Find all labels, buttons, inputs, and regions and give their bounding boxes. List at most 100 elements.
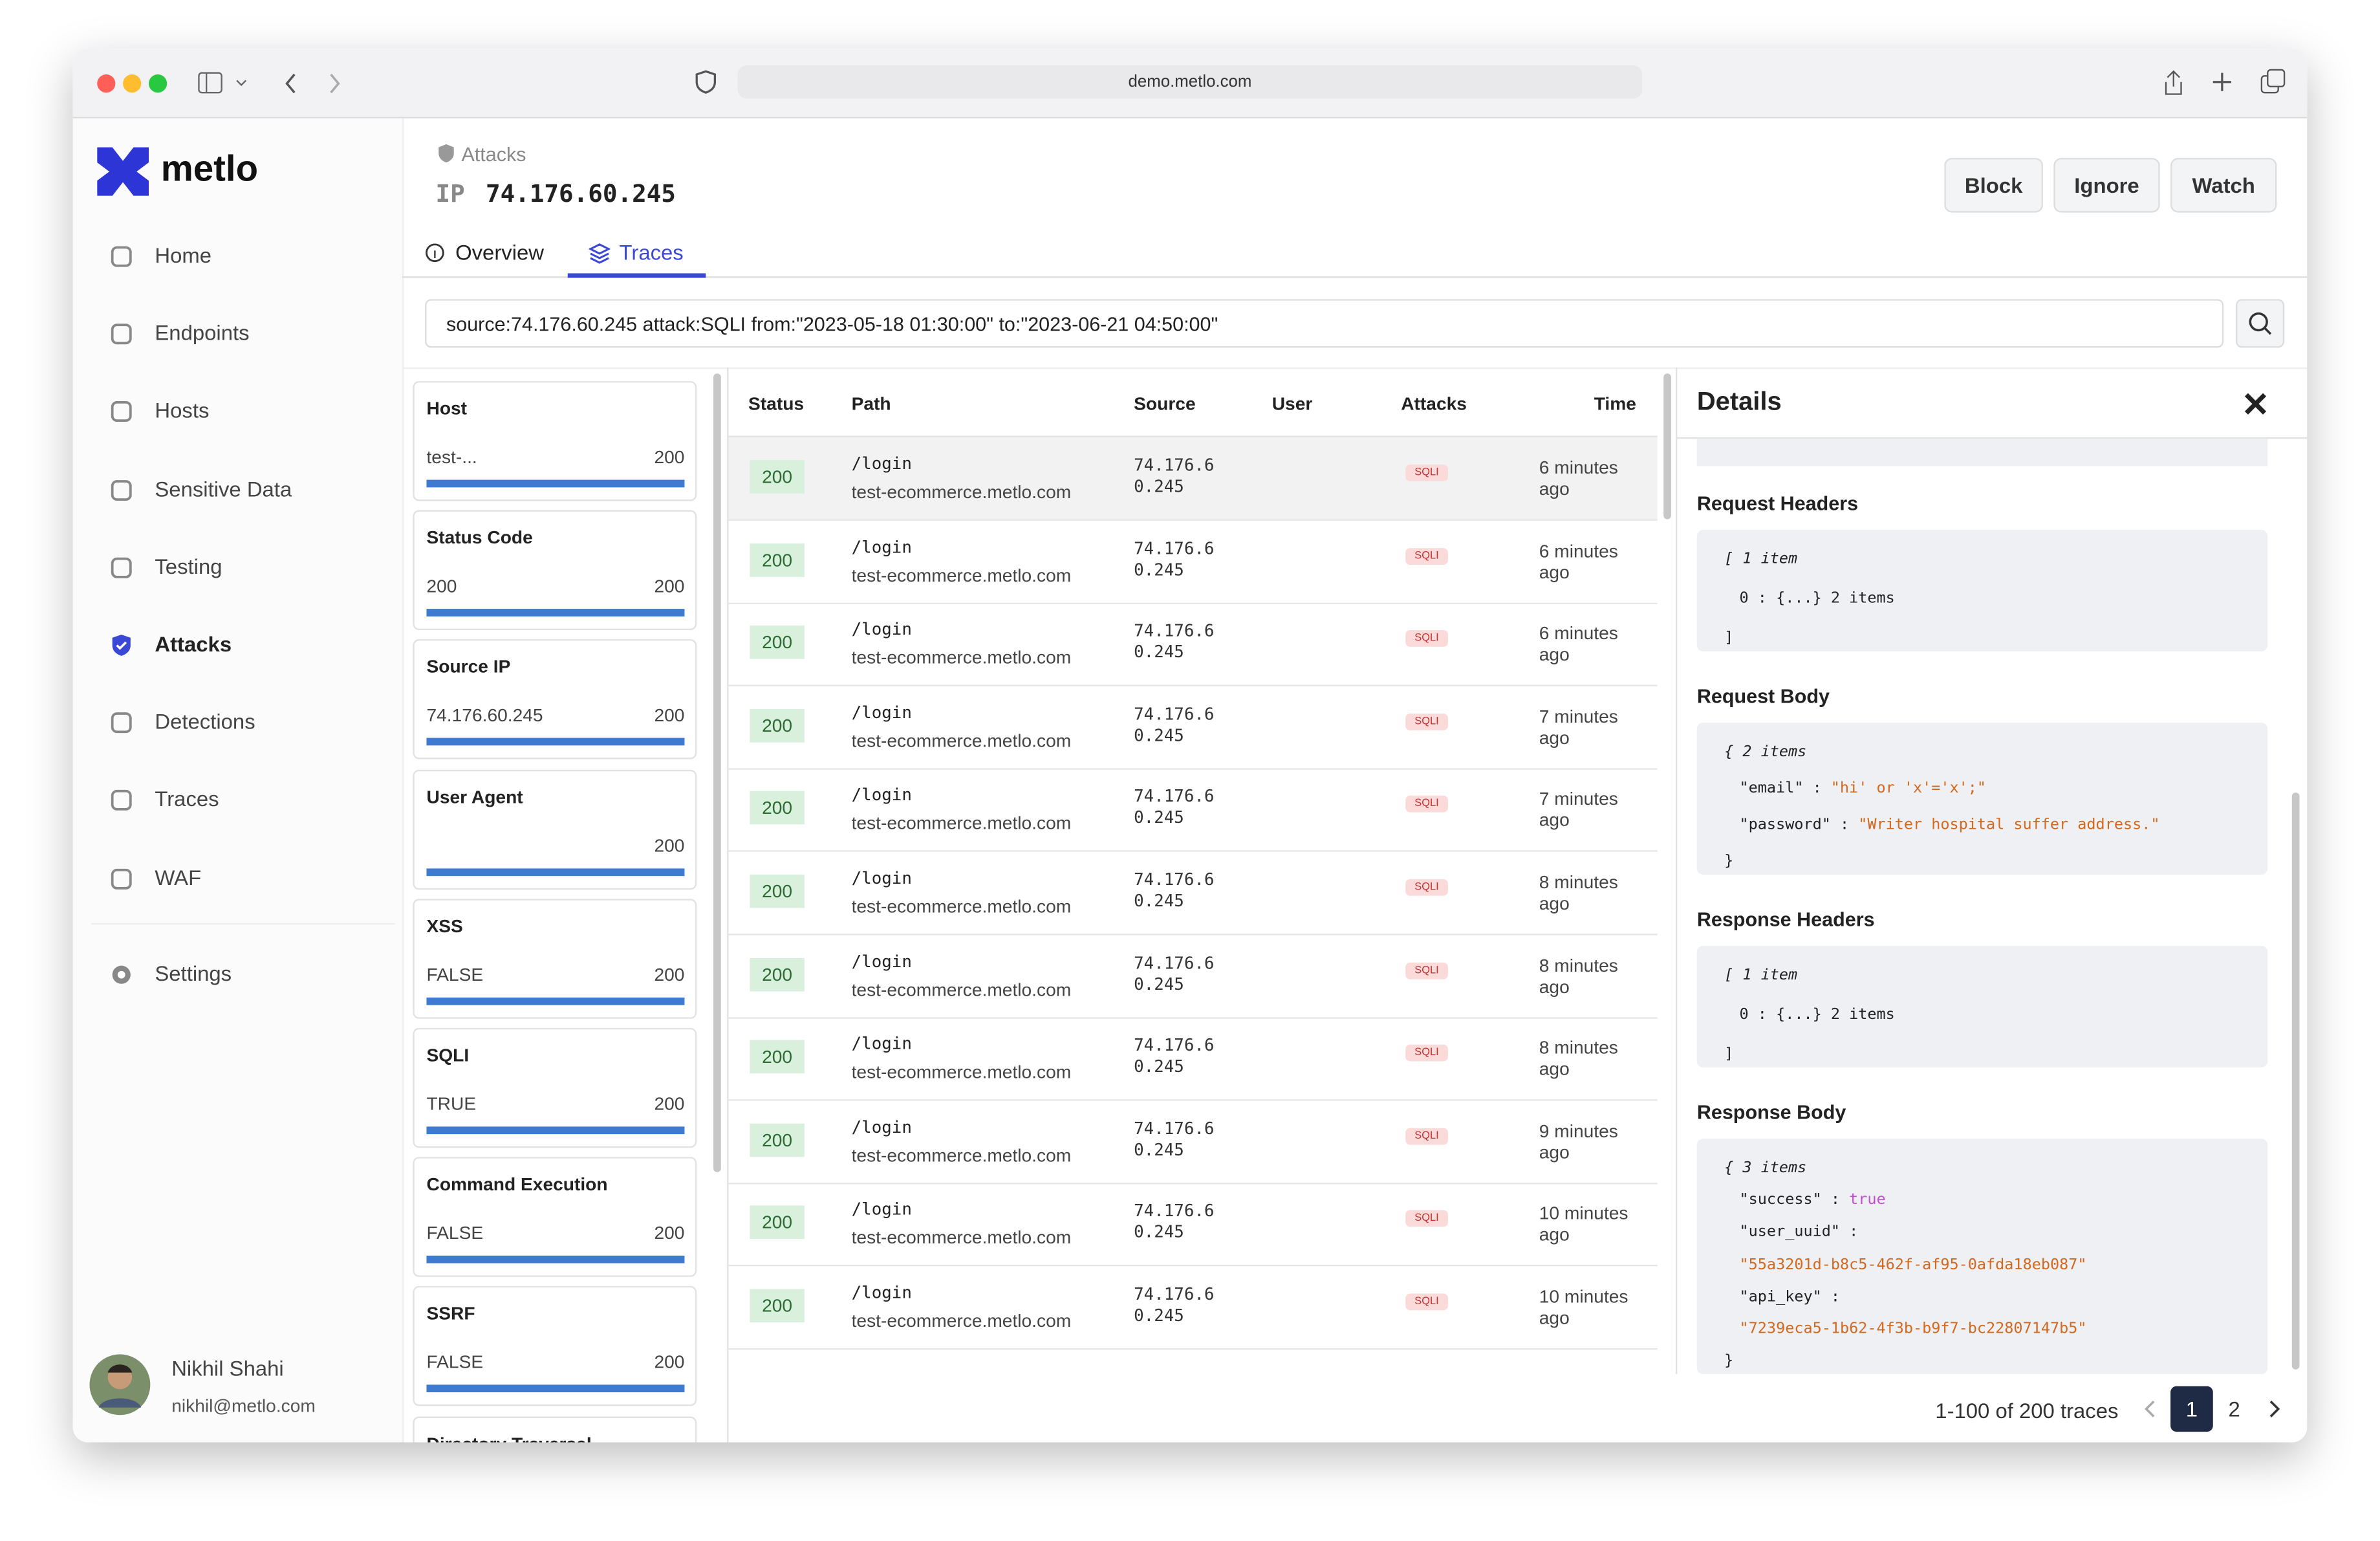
path: /login bbox=[851, 785, 912, 805]
attack-badge: SQLI bbox=[1405, 1128, 1448, 1145]
trace-row[interactable]: 200/login test-ecommerce.metlo.com 74.176.… bbox=[728, 935, 1658, 1018]
prev-page[interactable] bbox=[2141, 1398, 2159, 1419]
nav-icon bbox=[111, 401, 132, 422]
nav-icons[interactable] bbox=[197, 70, 380, 97]
address-bar[interactable]: demo.metlo.com bbox=[737, 65, 1643, 99]
user-email: nikhil@metlo.com bbox=[171, 1395, 316, 1417]
nav-item[interactable]: Settings bbox=[155, 961, 232, 986]
source: 74.176.60.245 bbox=[1134, 455, 1215, 497]
header-border bbox=[728, 435, 1658, 437]
trace-row[interactable]: 200/login test-ecommerce.metlo.com 74.176.… bbox=[728, 769, 1658, 853]
status-badge: 200 bbox=[750, 791, 805, 825]
code-line: { 2 items bbox=[1724, 743, 1807, 761]
status-badge: 200 bbox=[750, 626, 805, 659]
nav-item[interactable]: Endpoints bbox=[155, 320, 250, 345]
code-block: { 2 items "email" : "hi' or 'x'='x';" "pass… bbox=[1696, 723, 2268, 875]
json-key: "api_key" : bbox=[1739, 1288, 1840, 1306]
filter-value: TRUE bbox=[426, 1093, 477, 1115]
filter-value: FALSE bbox=[426, 963, 484, 985]
filter-bar[interactable] bbox=[426, 1385, 685, 1393]
next-page[interactable] bbox=[2265, 1398, 2283, 1419]
info-icon bbox=[426, 243, 444, 263]
code-line: "email" : "hi' or 'x'='x';" bbox=[1740, 780, 1986, 797]
user-name: Nikhil Shahi bbox=[171, 1355, 284, 1381]
time: 6 minutes ago bbox=[1539, 457, 1618, 500]
nav-icon bbox=[111, 557, 132, 578]
nav-item[interactable]: WAF bbox=[155, 864, 202, 890]
filter-bar[interactable] bbox=[426, 1256, 685, 1264]
source: 74.176.60.245 bbox=[1134, 538, 1215, 580]
trace-row[interactable]: 200/login test-ecommerce.metlo.com 74.176.… bbox=[728, 686, 1658, 770]
nav-item[interactable]: Home bbox=[155, 243, 212, 268]
json-value: "55a3201d-b8c5-462f-af95-0afda18eb087" bbox=[1739, 1256, 2087, 1273]
logo-icon bbox=[97, 147, 149, 196]
action-button[interactable]: Ignore bbox=[2053, 158, 2160, 213]
trace-row[interactable]: 200/login test-ecommerce.metlo.com 74.176.… bbox=[728, 852, 1658, 935]
browser-window: demo.metlo.com metlo Settings Nikhil Sha… bbox=[72, 49, 2308, 1443]
nav-icon bbox=[112, 635, 131, 656]
traffic-lights[interactable] bbox=[94, 73, 173, 94]
search-button[interactable] bbox=[2235, 299, 2285, 348]
pagination-summary: 1-100 of 200 traces bbox=[1935, 1398, 2119, 1423]
nav-item[interactable]: Sensitive Data bbox=[155, 475, 292, 501]
filter-bar[interactable] bbox=[426, 609, 685, 617]
tab[interactable]: Overview bbox=[455, 239, 545, 265]
trace-row[interactable]: 200/login test-ecommerce.metlo.com 74.176.… bbox=[728, 520, 1658, 604]
page-button[interactable]: 1 bbox=[2170, 1386, 2213, 1432]
filter-card: User Agent 200 bbox=[413, 769, 697, 890]
trace-row[interactable]: 200/login test-ecommerce.metlo.com 74.176.… bbox=[728, 603, 1658, 687]
filter-bar[interactable] bbox=[426, 479, 685, 488]
shield-icon bbox=[438, 144, 454, 163]
trace-row[interactable]: 200/login test-ecommerce.metlo.com 74.176.… bbox=[728, 1100, 1658, 1185]
action-button[interactable]: Watch bbox=[2170, 158, 2277, 213]
trace-row[interactable]: 200/login test-ecommerce.metlo.com 74.176.… bbox=[728, 1183, 1658, 1267]
action-button[interactable]: Block bbox=[1944, 158, 2043, 213]
json-value: "7239eca5-1b62-4f3b-b9f7-bc22807147b5" bbox=[1739, 1320, 2087, 1338]
attack-badge: SQLI bbox=[1405, 1210, 1448, 1228]
host: test-ecommerce.metlo.com bbox=[851, 895, 1072, 917]
filter-title: SQLI bbox=[426, 1044, 470, 1066]
nav-item[interactable]: Testing bbox=[155, 554, 222, 578]
host: test-ecommerce.metlo.com bbox=[851, 1144, 1072, 1166]
filter-card: Host test-... 200 bbox=[413, 381, 697, 501]
path: /login bbox=[851, 536, 912, 557]
source: 74.176.60.245 bbox=[1134, 787, 1215, 828]
trace-row[interactable]: 200/login test-ecommerce.metlo.com 74.176.… bbox=[728, 437, 1658, 521]
time: 9 minutes ago bbox=[1539, 1120, 1618, 1163]
page-button[interactable]: 2 bbox=[2228, 1397, 2240, 1421]
filter-count: 200 bbox=[654, 1093, 685, 1115]
tab-active[interactable]: Traces bbox=[619, 239, 684, 265]
column-header: Source bbox=[1134, 393, 1196, 415]
nav-item[interactable]: Hosts bbox=[155, 398, 210, 423]
filter-count: 200 bbox=[654, 575, 685, 597]
trace-row[interactable]: 200/login test-ecommerce.metlo.com 74.176.… bbox=[728, 1266, 1658, 1350]
time: 10 minutes ago bbox=[1539, 1203, 1628, 1246]
status-badge: 200 bbox=[750, 874, 805, 908]
filter-bar[interactable] bbox=[426, 1126, 685, 1135]
attack-badge: SQLI bbox=[1405, 630, 1448, 648]
search-input[interactable]: source:74.176.60.245 attack:SQLI from:"2… bbox=[425, 299, 2224, 348]
breadcrumb[interactable]: Attacks bbox=[461, 142, 526, 166]
time: 6 minutes ago bbox=[1539, 540, 1618, 583]
filter-count: 200 bbox=[654, 1222, 685, 1244]
trace-row[interactable]: 200/login test-ecommerce.metlo.com 74.176.… bbox=[728, 1018, 1658, 1101]
host: test-ecommerce.metlo.com bbox=[851, 481, 1072, 503]
filter-bar[interactable] bbox=[426, 997, 685, 1005]
nav-item[interactable]: Traces bbox=[155, 787, 219, 812]
nav-item[interactable]: Attacks bbox=[155, 631, 232, 656]
filter-bar[interactable] bbox=[426, 738, 685, 747]
status-badge: 200 bbox=[750, 1206, 805, 1240]
close-button[interactable] bbox=[2244, 392, 2268, 417]
code-line: { 3 items bbox=[1724, 1160, 1807, 1177]
divider bbox=[1675, 367, 1678, 1374]
code-block: [ 1 item 0 : {...} 2 items] bbox=[1696, 946, 2268, 1067]
filter-value: 200 bbox=[426, 575, 457, 597]
filter-value: 74.176.60.245 bbox=[426, 705, 543, 727]
path: /login bbox=[851, 619, 912, 640]
nav-icon bbox=[111, 712, 132, 734]
nav-item[interactable]: Detections bbox=[155, 709, 255, 734]
path: /login bbox=[851, 1034, 912, 1055]
filter-title: XSS bbox=[426, 915, 463, 937]
browser-actions[interactable] bbox=[2161, 67, 2289, 97]
filter-bar[interactable] bbox=[426, 868, 685, 876]
